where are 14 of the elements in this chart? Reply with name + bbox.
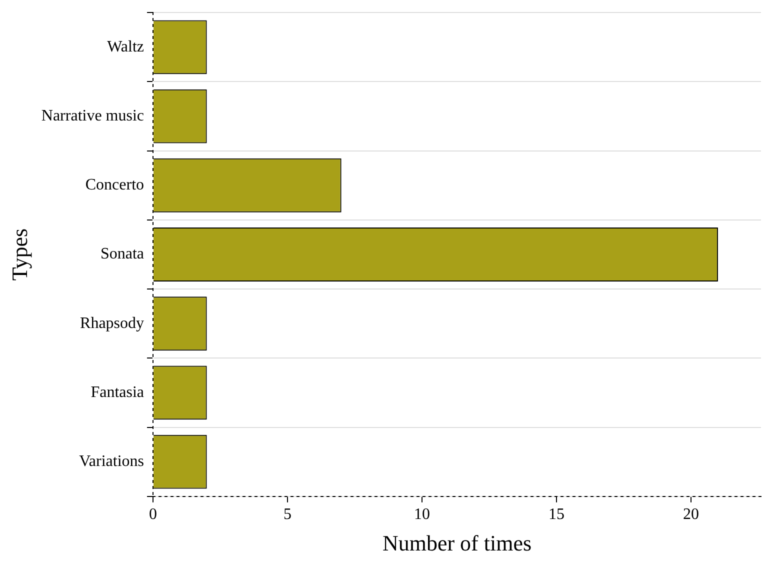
x-tick-label: 0 [149,506,158,524]
y-tick-label: Fantasia [90,384,144,401]
y-tick-label: Sonata [100,246,144,263]
x-axis-title: Number of times [382,530,532,556]
y-tick-label: Waltz [107,38,144,56]
x-tick-label: 10 [414,506,430,524]
x-tick-label: 15 [548,506,565,524]
y-tick-label: Narrative music [41,107,144,124]
x-tick-label: 20 [683,506,700,524]
y-tick-label: Rhapsody [80,314,144,332]
y-axis-title: Types [6,228,32,281]
x-tick-label: 5 [284,506,292,524]
y-tick-label: Concerto [85,176,144,194]
y-tick-label: Variations [79,453,144,470]
